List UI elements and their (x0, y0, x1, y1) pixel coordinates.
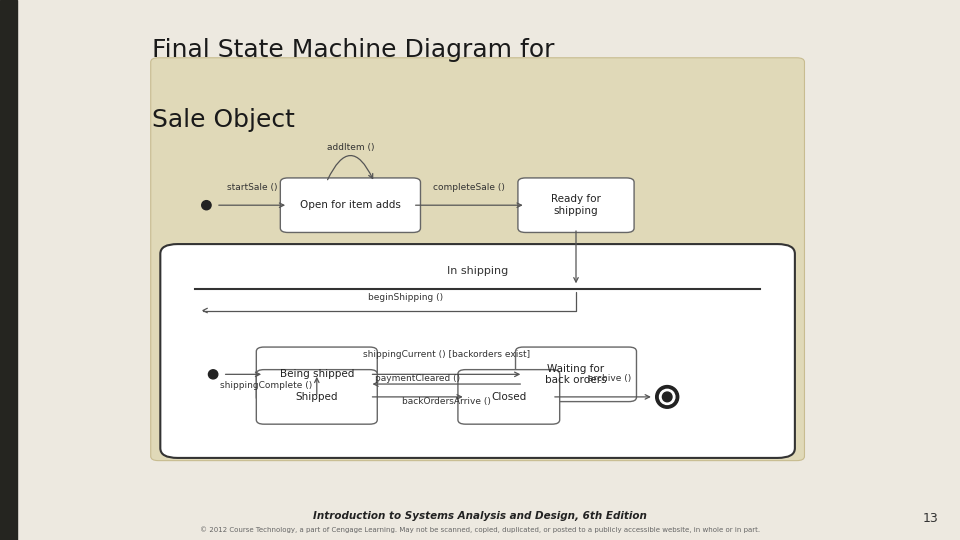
Text: Ready for
shipping: Ready for shipping (551, 194, 601, 216)
FancyBboxPatch shape (518, 178, 634, 232)
Text: paymentCleared (): paymentCleared () (375, 374, 460, 383)
FancyBboxPatch shape (516, 347, 636, 402)
Ellipse shape (656, 386, 679, 408)
Text: backOrdersArrive (): backOrdersArrive () (402, 397, 491, 406)
Text: 13: 13 (924, 512, 939, 525)
FancyBboxPatch shape (280, 178, 420, 232)
Text: Open for item adds: Open for item adds (300, 200, 401, 210)
Text: Introduction to Systems Analysis and Design, 6th Edition: Introduction to Systems Analysis and Des… (313, 511, 647, 521)
Text: Shipped: Shipped (296, 392, 338, 402)
Text: © 2012 Course Technology, a part of Cengage Learning. May not be scanned, copied: © 2012 Course Technology, a part of Ceng… (200, 526, 760, 532)
Text: Final State Machine Diagram for: Final State Machine Diagram for (152, 38, 554, 62)
Text: shippingComplete (): shippingComplete () (220, 381, 312, 390)
Bar (0, 0, 17, 540)
Text: archive (): archive () (588, 374, 632, 383)
Ellipse shape (660, 389, 675, 404)
Text: In shipping: In shipping (447, 266, 508, 276)
Ellipse shape (662, 392, 672, 402)
FancyBboxPatch shape (151, 58, 804, 461)
Text: startSale (): startSale () (227, 183, 277, 192)
Text: beginShipping (): beginShipping () (368, 293, 444, 301)
Text: Waiting for
back orders: Waiting for back orders (545, 363, 607, 385)
Text: Closed: Closed (492, 392, 526, 402)
FancyBboxPatch shape (160, 244, 795, 458)
FancyBboxPatch shape (458, 369, 560, 424)
Text: addItem (): addItem () (326, 143, 374, 152)
Text: Being shipped: Being shipped (279, 369, 354, 379)
Text: shippingCurrent () [backorders exist]: shippingCurrent () [backorders exist] (363, 350, 530, 359)
Ellipse shape (202, 201, 211, 210)
Ellipse shape (208, 370, 218, 379)
FancyBboxPatch shape (256, 369, 377, 424)
Text: completeSale (): completeSale () (433, 183, 505, 192)
FancyBboxPatch shape (256, 347, 377, 402)
Text: Sale Object: Sale Object (152, 108, 295, 132)
